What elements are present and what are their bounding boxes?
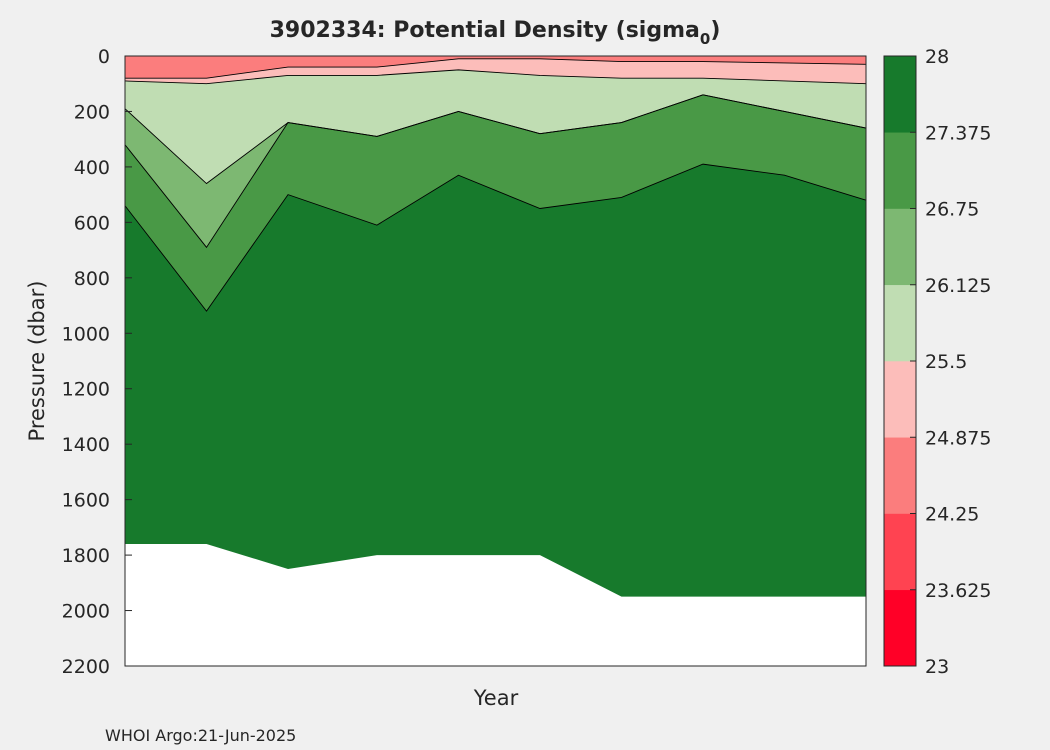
colorbar-tick-label: 23.625 — [925, 580, 991, 602]
colorbar-segment — [884, 437, 916, 514]
colorbar-segment — [884, 132, 916, 209]
y-tick-label: 1200 — [62, 379, 110, 401]
contour-lines — [124, 58, 867, 312]
y-tick-label: 400 — [74, 157, 110, 179]
y-tick-label: 200 — [74, 101, 110, 123]
plot-area — [124, 55, 867, 667]
contour-line-2 — [124, 69, 867, 85]
colorbar-tick-label: 24.875 — [925, 427, 991, 449]
colorbar-tick-label: 26.125 — [925, 275, 991, 297]
chart-title: 3902334: Potential Density (sigma0) — [270, 18, 721, 48]
no-data-region — [125, 544, 866, 666]
colorbar-tick-label: 25.5 — [925, 351, 967, 373]
plot-frame — [124, 55, 867, 667]
y-axis-label: Pressure (dbar) — [25, 281, 49, 442]
colorbar-tick-label: 23 — [925, 656, 949, 678]
y-tick-label: 1800 — [62, 545, 110, 567]
contour-band-5 — [125, 164, 866, 667]
chart-title-close: ) — [710, 18, 720, 43]
colorbar-segment — [884, 361, 916, 438]
y-axis: 0 200 400 600 800 1000 1200 1400 1600 1800 2000 220… — [62, 46, 132, 678]
chart-title-subscript: 0 — [700, 30, 710, 48]
y-tick-label: 2000 — [62, 601, 110, 623]
colorbar-segment — [884, 513, 916, 591]
footer-credit: WHOI Argo:21-Jun-2025 — [105, 726, 296, 745]
y-tick-label: 800 — [74, 268, 110, 290]
colorbar-segment — [884, 284, 916, 362]
colorbar-tick-label: 26.75 — [925, 199, 979, 221]
chart-title-main: 3902334: Potential Density (sigma — [270, 18, 700, 43]
colorbar-segment — [884, 208, 916, 286]
colorbar-segment — [884, 56, 916, 133]
y-tick-label: 1600 — [62, 490, 110, 512]
contour-fills — [125, 56, 866, 667]
y-tick-label: 1400 — [62, 434, 110, 456]
y-tick-label: 600 — [74, 212, 110, 234]
contour-line-5 — [124, 163, 867, 312]
colorbar-tick-label: 27.375 — [925, 122, 991, 144]
y-tick-label: 2200 — [62, 656, 110, 678]
colorbar-tick-label: 28 — [925, 46, 949, 68]
x-axis-label: Year — [473, 686, 519, 710]
colorbar-segment — [884, 589, 916, 667]
contour-line-4 — [124, 94, 867, 249]
colorbar-tick-label: 24.25 — [925, 504, 979, 526]
y-tick-label: 0 — [98, 46, 110, 68]
contour-line-1 — [125, 58, 867, 79]
y-tick-label: 1000 — [62, 323, 110, 345]
colorbar: 23 23.625 24.25 24.875 25.5 26.125 26.75 27.375… — [883, 46, 991, 678]
